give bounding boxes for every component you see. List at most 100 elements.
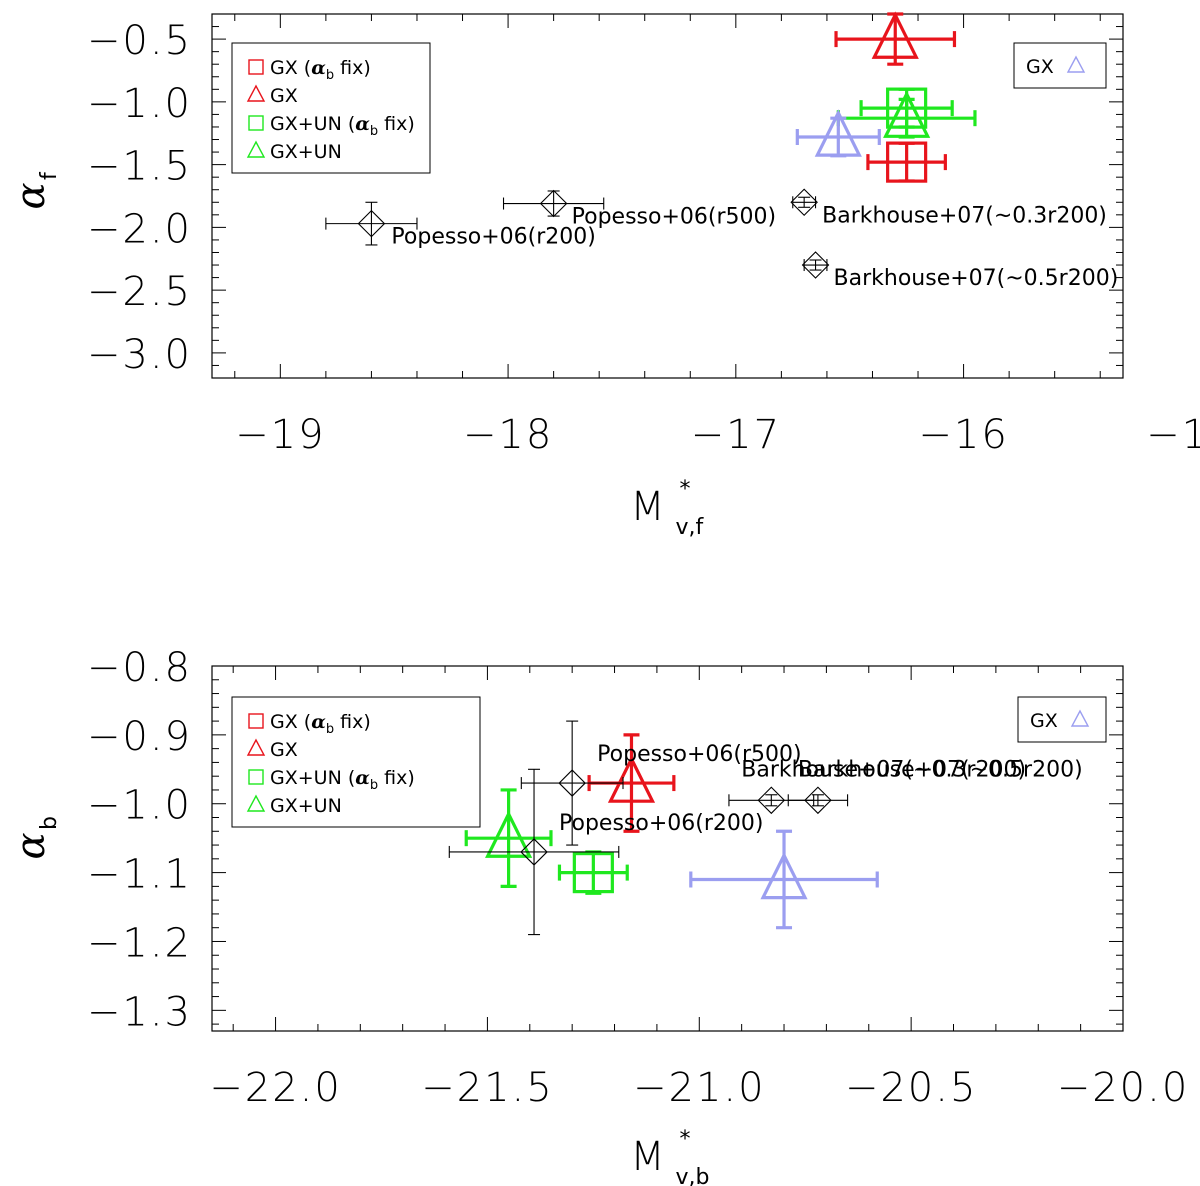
y-tick-label: −1.3 <box>87 989 192 1035</box>
marker-diamond <box>790 188 818 217</box>
plot-frame <box>211 665 1124 1032</box>
point-annotation: Popesso+06(r200) <box>391 225 595 250</box>
marker-diamond <box>357 209 386 238</box>
marker-square <box>886 141 928 183</box>
x-axis-label-sub: v,f <box>676 515 705 540</box>
series-gx-un-b-fix- <box>557 850 629 895</box>
legend-secondary-triangle-icon <box>1070 709 1090 727</box>
marker-triangle <box>485 810 533 858</box>
legend-secondary-box <box>1013 42 1107 89</box>
x-tick-label: −20.0 <box>1057 1065 1190 1111</box>
marker-triangle <box>607 755 656 803</box>
x-tick-label: −16 <box>918 412 1008 458</box>
point-annotation: Barkhouse+07(~0.5r200) <box>834 266 1119 291</box>
x-axis-label-sup: * <box>680 1127 691 1152</box>
point-annotation: Popesso+06(r200) <box>559 811 763 836</box>
y-axis-label: αb <box>8 816 62 859</box>
marker-diamond <box>520 838 548 866</box>
legend-label: GX+UN (αb fix) <box>270 113 415 139</box>
legend-label: GX+UN <box>270 795 342 817</box>
marker-square <box>572 852 614 894</box>
y-tick-label: −2.5 <box>87 269 192 315</box>
legend: GX (αb fix)GX GX+UN (αb fix)GX+UN <box>231 696 481 828</box>
y-tick-label: −1.2 <box>87 920 192 966</box>
legend-label: GX+UN <box>270 141 342 163</box>
y-tick-label: −1.5 <box>87 144 192 190</box>
point-annotation: Barkhouse+07(~0.5r200) <box>798 757 1083 782</box>
marker-diamond <box>804 786 832 815</box>
y-tick-label: −1.1 <box>87 852 192 898</box>
legend-label: GX <box>270 739 298 761</box>
series-gx <box>689 829 879 930</box>
legend: GX (αb fix)GX GX+UN (αb fix)GX+UN <box>231 42 431 174</box>
legend-label: GX (αb fix) <box>270 711 371 737</box>
series-gx-b-fix- <box>866 141 947 183</box>
legend-secondary-label: GX <box>1030 710 1058 732</box>
y-tick-label: −1.0 <box>87 81 192 127</box>
series-gx <box>834 11 957 66</box>
y-axis-label-sub: f <box>37 171 62 180</box>
legend-triangle-icon <box>246 140 266 158</box>
plot-frame <box>211 13 1124 379</box>
chart-panel-1: −19 −18 −17 −16 −15 −0.5 −1.0 −1.5 −2.0 −2.5 −3.0 M… <box>8 11 1200 540</box>
y-axis-label-greek: α <box>8 182 54 209</box>
x-tick-label: −15 <box>1146 412 1200 458</box>
legend-triangle-icon <box>246 84 266 102</box>
legend-box <box>231 696 481 828</box>
legend-secondary-label: GX <box>1026 56 1054 78</box>
x-tick-label: −20.5 <box>845 1065 978 1111</box>
legend-triangle-icon <box>246 794 266 812</box>
x-tick-label: −18 <box>463 412 553 458</box>
x-axis-label-sup: * <box>680 477 691 502</box>
legend-secondary: GX <box>1013 42 1107 89</box>
series-gx <box>795 109 881 158</box>
legend-square-icon <box>248 769 264 785</box>
x-tick-label: −21.0 <box>633 1065 766 1111</box>
marker-diamond <box>757 786 786 815</box>
y-axis-label-greek: α <box>8 832 54 859</box>
legend-label: GX (αb fix) <box>270 57 371 83</box>
legend-box <box>231 42 431 174</box>
legend-square-icon <box>248 713 264 729</box>
marker-triangle <box>814 109 862 157</box>
marker-diamond <box>539 189 568 218</box>
legend-secondary-box <box>1017 696 1107 743</box>
x-axis-label-sub: v,b <box>676 1165 710 1186</box>
y-tick-label: −3.0 <box>87 332 192 378</box>
y-axis-label: αf <box>8 171 62 210</box>
y-tick-label: −1.0 <box>87 783 192 829</box>
legend-square-icon <box>248 59 264 75</box>
marker-triangle <box>871 11 919 59</box>
marker-diamond <box>801 251 830 279</box>
y-tick-label: −0.5 <box>87 18 192 64</box>
legend-label: GX <box>270 85 298 107</box>
series-literature: Popesso+06(r500) Popesso+06(r200) Barkhous… <box>448 720 1083 936</box>
series-literature: Popesso+06(r200)Popesso+06(r500) Barkhous… <box>325 188 1119 291</box>
legend-square-icon <box>248 115 264 131</box>
series-gx-un <box>836 90 977 139</box>
x-tick-label: −21.5 <box>421 1065 554 1111</box>
point-annotation: Popesso+06(r500) <box>572 205 776 230</box>
legend-label: GX+UN (αb fix) <box>270 767 415 793</box>
y-tick-label: −2.0 <box>87 206 192 252</box>
x-tick-label: −19 <box>235 412 325 458</box>
point-annotation: Popesso+06(r500) <box>597 742 801 767</box>
y-axis-label-sub: b <box>37 816 62 830</box>
y-tick-label: −0.9 <box>87 714 192 760</box>
point-annotation: Barkhouse+07(~0.3r200) <box>741 757 1026 782</box>
chart-panel-2: −22.0 −21.5 −21.0 −20.5 −20.0 −0.8 −0.9 −1.0 −1.… <box>8 645 1190 1186</box>
legend-secondary-triangle-icon <box>1066 55 1086 73</box>
legend-secondary: GX <box>1017 696 1107 743</box>
x-tick-label: −22.0 <box>209 1065 342 1111</box>
legend-triangle-icon <box>246 738 266 756</box>
marker-diamond <box>558 769 586 797</box>
x-axis-label: M <box>630 484 665 530</box>
x-axis-label: M <box>630 1134 665 1180</box>
x-tick-label: −17 <box>691 412 781 458</box>
point-annotation: Barkhouse+07(~0.3r200) <box>822 203 1107 228</box>
series-gx-un <box>464 788 553 888</box>
y-tick-label: −0.8 <box>87 645 192 691</box>
marker-triangle <box>760 851 808 900</box>
marker-triangle <box>883 90 931 138</box>
